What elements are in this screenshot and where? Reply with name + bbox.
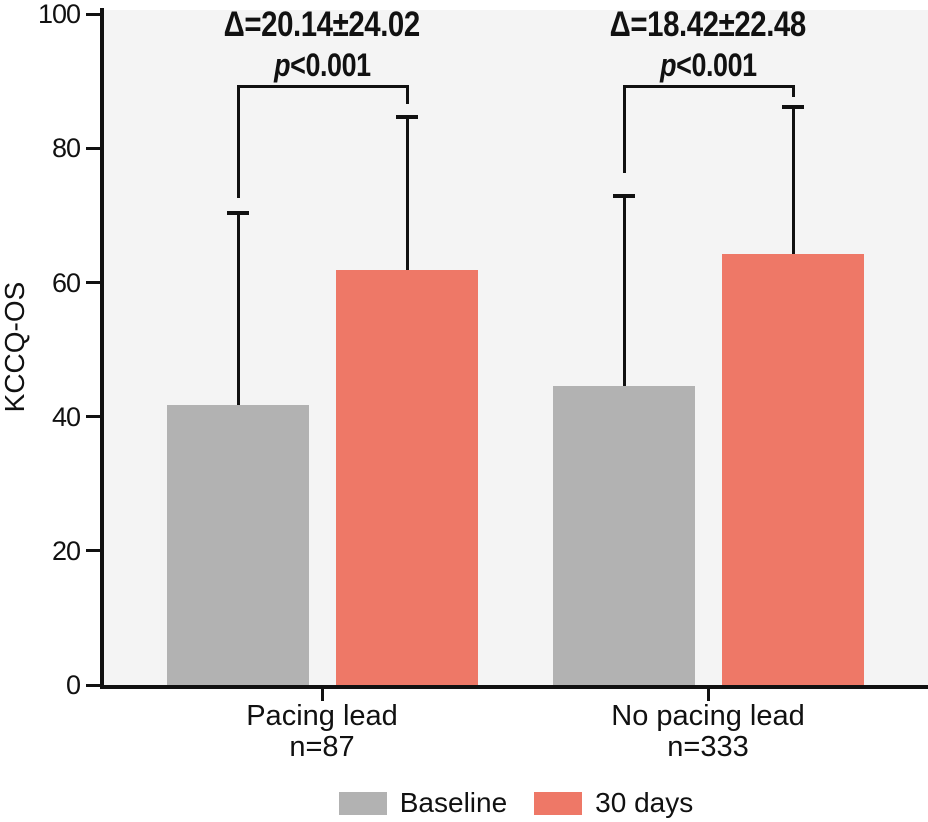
legend-swatch-baseline [338,791,387,815]
x-tick-mark [707,689,710,701]
x-label-group1: Pacing lead [246,700,398,732]
bracket-left-leg [236,86,240,199]
y-tick-label: 0 [65,670,81,700]
bracket-horizontal [622,84,795,88]
legend-item-30days: 30 days [534,788,693,818]
bar-baseline-group1 [167,404,309,685]
x-label-group2: No pacing lead [611,700,805,732]
x-sublabel-group1: n=87 [289,731,355,763]
bracket-horizontal [236,84,409,88]
y-axis-title: KCCQ-OS [0,281,30,413]
bracket-right-leg [791,86,795,97]
error-bar-line [405,116,409,270]
bar-baseline-group2 [553,385,695,685]
error-bar-cap [227,211,249,216]
legend-item-baseline: Baseline [338,787,508,818]
y-tick-label: 20 [51,535,81,566]
annotation-delta-group1: Δ=20.14±24.02 [223,5,421,44]
error-bar-cap [782,104,804,109]
legend-label-baseline: Baseline [399,787,508,818]
bracket-right-leg [405,86,409,104]
y-tick-mark [86,415,100,419]
y-tick-label: 100 [37,0,81,30]
annotation-pvalue-group1: p<0.001 [273,47,371,83]
y-tick-label: 60 [51,267,81,298]
y-tick-mark [86,549,100,553]
error-bar-line [622,196,626,386]
error-bar-line [791,106,795,254]
annotation-pvalue-group2: p<0.001 [659,47,757,83]
y-tick-mark [86,146,100,150]
y-tick-label: 40 [51,401,81,432]
legend-label-30days: 30 days [595,787,694,818]
y-tick-mark [86,683,100,687]
bar-30days-group2 [722,253,864,685]
error-bar-line [236,213,240,405]
bracket-left-leg [622,86,626,174]
x-sublabel-group2: n=333 [667,731,749,763]
legend: Baseline 30 days [104,787,928,819]
y-tick-mark [86,12,100,16]
error-bar-cap [613,194,635,199]
error-bar-cap [396,114,418,119]
y-axis-spine [100,8,104,689]
annotation-delta-group2: Δ=18.42±22.48 [609,5,807,44]
x-tick-mark [321,689,324,701]
x-axis-spine [100,685,928,689]
y-tick-label: 80 [51,133,81,164]
bar-30days-group1 [336,269,478,685]
y-tick-mark [86,281,100,285]
legend-swatch-30days [534,791,583,815]
